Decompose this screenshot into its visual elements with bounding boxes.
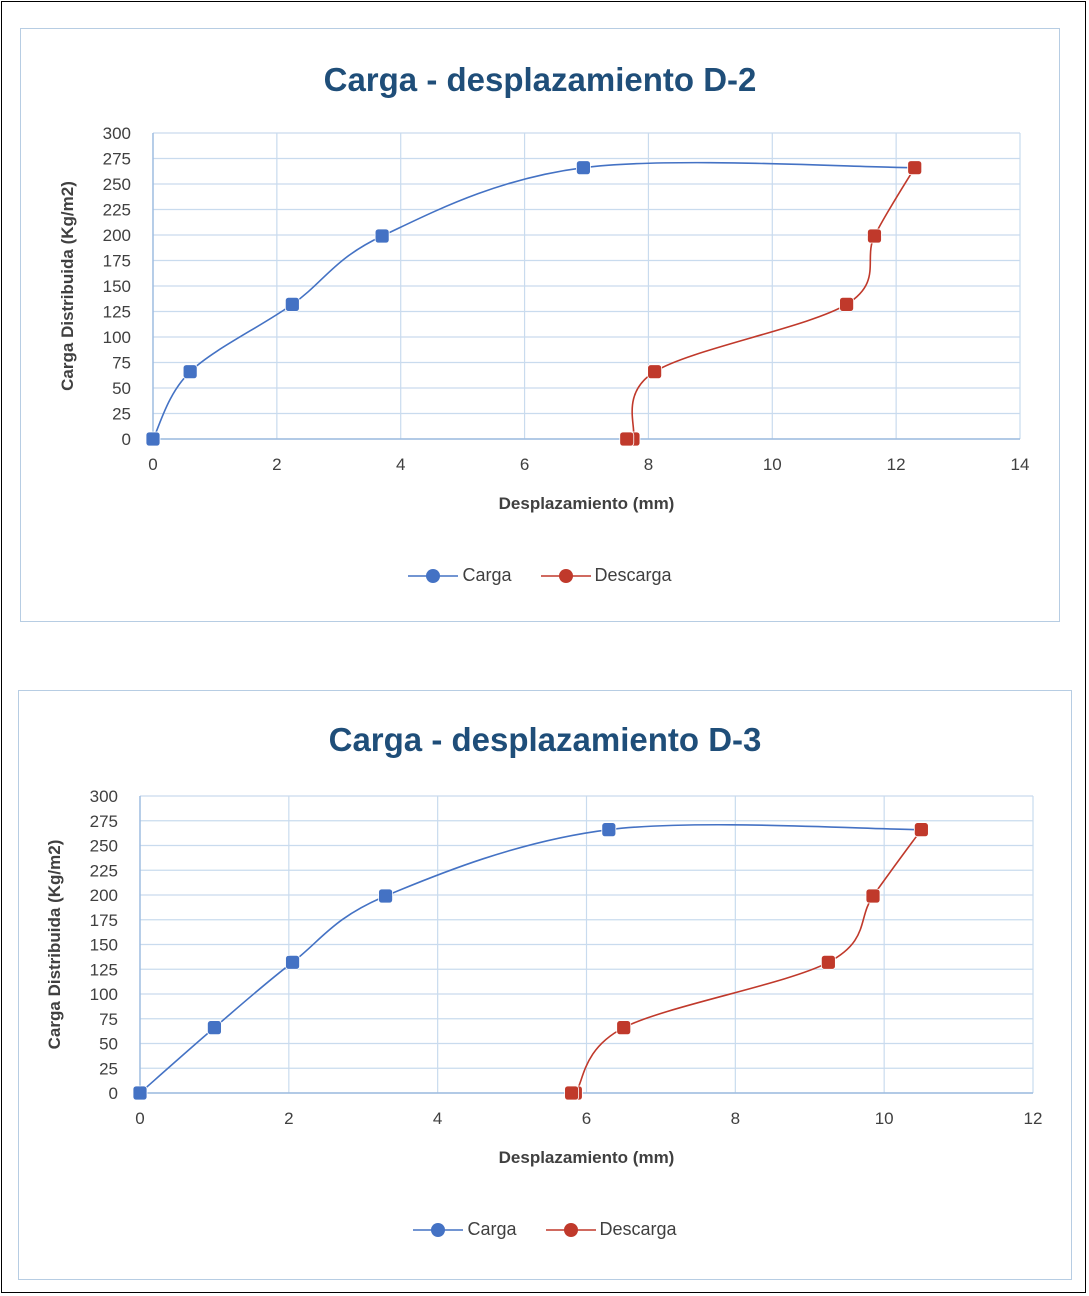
x-tick-label: 2	[284, 1109, 293, 1128]
data-point-carga	[207, 1020, 222, 1036]
y-tick-label: 125	[103, 303, 131, 322]
data-point-descarga	[907, 160, 923, 176]
y-tick-label: 175	[103, 252, 131, 271]
chart-title: Carga - desplazamiento D-2	[323, 61, 757, 98]
y-tick-label: 0	[122, 430, 131, 449]
legend-swatch-descarga	[540, 568, 591, 583]
legend-swatch-carga	[408, 568, 459, 583]
x-tick-label: 14	[1011, 455, 1030, 474]
plot-area: 0 25 50 75 100 125 150 175 200 225 250 275 300 0 2 4 6 8 1…	[58, 124, 1030, 513]
y-tick-label: 100	[90, 985, 118, 1004]
y-tick-label: 0	[109, 1084, 118, 1103]
y-tick-label: 275	[103, 150, 131, 169]
y-tick-label: 75	[112, 354, 131, 373]
data-point-carga	[285, 954, 300, 970]
y-tick-label: 50	[112, 379, 131, 398]
data-point-carga	[284, 296, 300, 312]
data-point-descarga	[564, 1085, 580, 1101]
y-tick-label: 300	[103, 124, 131, 143]
legend-item-carga: Carga	[413, 1219, 516, 1240]
y-tick-label: 125	[90, 960, 118, 979]
data-point-carga	[378, 888, 393, 904]
data-point-descarga	[647, 364, 663, 380]
data-point-carga	[182, 364, 198, 380]
legend-swatch-marker	[558, 568, 573, 583]
x-tick-label: 8	[644, 455, 653, 474]
legend-label: Descarga	[594, 565, 672, 585]
x-tick-label: 6	[582, 1109, 591, 1128]
x-tick-label: 0	[148, 455, 157, 474]
chart-d3: Carga - desplazamiento D-3 0 25 50 75 100 125…	[18, 690, 1072, 1280]
chart-title: Carga - desplazamiento D-3	[328, 721, 762, 758]
data-point-descarga	[867, 228, 882, 244]
chart-d2: Carga - desplazamiento D-2 0 25 50 75 100 125…	[20, 28, 1060, 622]
data-point-descarga	[839, 296, 854, 312]
data-point-descarga	[619, 431, 635, 447]
y-tick-label: 250	[90, 837, 118, 856]
legend-swatch-carga	[413, 1222, 464, 1237]
data-point-descarga	[820, 954, 836, 970]
legend-swatch-marker	[563, 1222, 578, 1237]
legend-swatch-descarga	[545, 1222, 596, 1237]
y-tick-label: 225	[103, 201, 131, 220]
data-point-carga	[145, 431, 161, 447]
legend-item-descarga: Descarga	[540, 565, 672, 586]
data-point-descarga	[913, 822, 929, 838]
y-tick-label: 300	[90, 787, 118, 806]
data-point-descarga	[616, 1020, 632, 1036]
y-tick-label: 250	[103, 175, 131, 194]
x-tick-label: 2	[272, 455, 281, 474]
data-point-carga	[132, 1085, 148, 1101]
x-tick-label: 6	[520, 455, 529, 474]
y-tick-label: 100	[103, 328, 131, 347]
x-axis-title: Desplazamiento (mm)	[499, 494, 675, 513]
y-tick-label: 25	[99, 1059, 118, 1078]
y-tick-label: 225	[90, 861, 118, 880]
x-tick-label: 10	[875, 1109, 894, 1128]
series-line-carga	[152, 161, 915, 440]
data-point-carga	[576, 160, 591, 176]
y-tick-label: 150	[90, 936, 118, 955]
y-tick-label: 150	[103, 277, 131, 296]
y-axis-title: Carga Distribuida (Kg/m2)	[58, 181, 77, 391]
data-point-carga	[374, 228, 390, 244]
x-tick-label: 10	[763, 455, 782, 474]
legend-label: Carga	[462, 565, 512, 585]
series-line-carga	[139, 823, 922, 1094]
y-tick-label: 175	[90, 911, 118, 930]
legend-item-descarga: Descarga	[545, 1219, 677, 1240]
y-tick-label: 75	[99, 1010, 118, 1029]
legend-swatch-marker	[426, 568, 441, 583]
x-tick-label: 4	[396, 455, 405, 474]
legend: Carga Descarga	[19, 1219, 1071, 1243]
data-point-descarga	[865, 888, 881, 904]
legend-label: Carga	[467, 1219, 517, 1239]
x-tick-label: 4	[433, 1109, 442, 1128]
legend-item-carga: Carga	[408, 565, 511, 586]
plot-area: 0 25 50 75 100 125 150 175 200 225 250 275 300 0 2 4 6 8 1…	[45, 787, 1043, 1167]
y-tick-label: 200	[103, 226, 131, 245]
legend: Carga Descarga	[21, 565, 1059, 589]
y-tick-label: 275	[90, 812, 118, 831]
x-tick-label: 12	[887, 455, 906, 474]
x-tick-label: 8	[731, 1109, 740, 1128]
x-tick-label: 12	[1024, 1109, 1043, 1128]
x-tick-label: 0	[135, 1109, 144, 1128]
y-axis-title: Carga Distribuida (Kg/m2)	[45, 840, 64, 1050]
legend-swatch-marker	[431, 1222, 446, 1237]
legend-label: Descarga	[599, 1219, 677, 1239]
y-tick-label: 50	[99, 1035, 118, 1054]
y-tick-label: 200	[90, 886, 118, 905]
data-point-carga	[601, 822, 617, 838]
y-tick-label: 25	[112, 405, 131, 424]
x-axis-title: Desplazamiento (mm)	[499, 1148, 675, 1167]
